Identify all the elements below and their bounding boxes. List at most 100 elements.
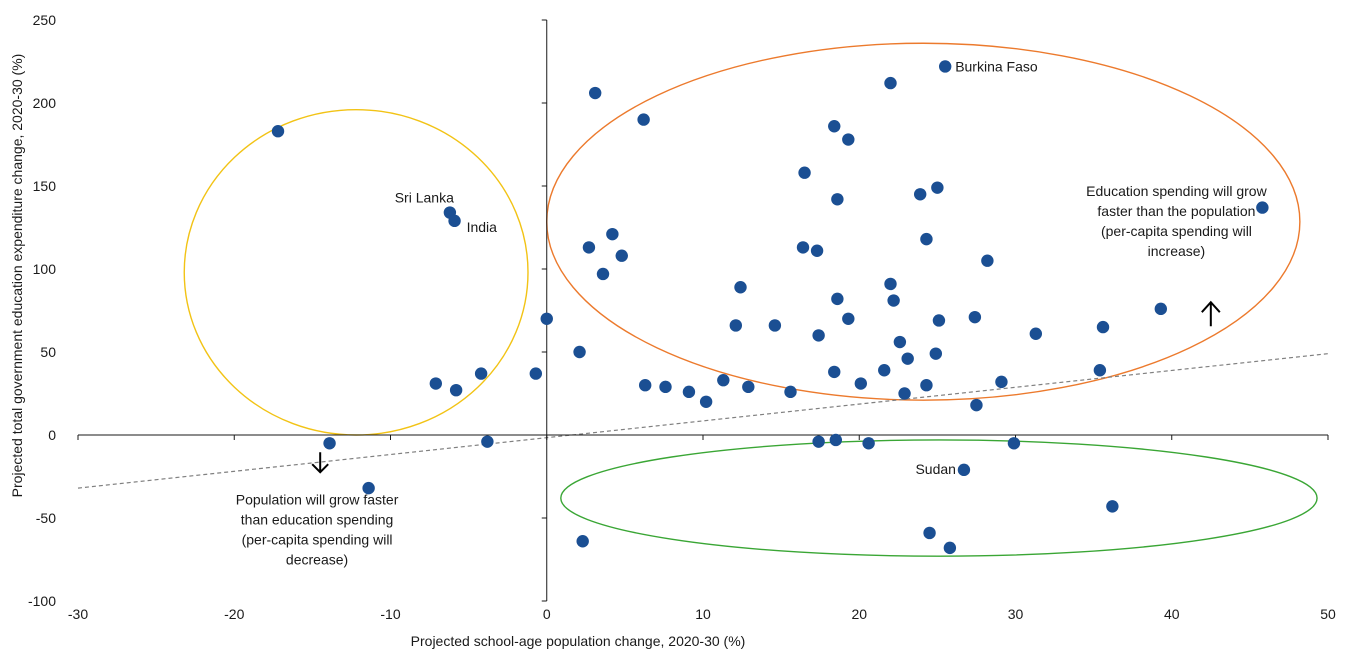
trendline (77, 353, 1329, 489)
data-points (271, 60, 1269, 555)
data-point (957, 463, 971, 477)
data-point (812, 329, 825, 342)
data-point (943, 541, 957, 555)
data-point (1093, 364, 1107, 377)
data-point (831, 292, 844, 306)
data-point (920, 379, 933, 392)
lower-annotation: Population will grow faster than educatio… (236, 492, 399, 568)
point-label: Burkina Faso (955, 58, 1038, 74)
data-point (842, 312, 855, 325)
data-point (831, 193, 844, 206)
data-point (887, 294, 900, 307)
data-point (588, 86, 602, 100)
data-point (854, 377, 868, 390)
data-point (323, 437, 336, 450)
axes (77, 19, 1329, 602)
x-tick-label: 30 (1008, 606, 1024, 622)
y-tick-label: 200 (33, 95, 57, 111)
upper-annotation: Education spending will grow faster than … (1086, 183, 1267, 259)
data-point (812, 435, 825, 448)
y-axis-title: Projected total government education exp… (9, 54, 25, 498)
data-point (529, 367, 543, 380)
upper-annotation-line: Education spending will grow (1086, 183, 1267, 199)
data-point (717, 374, 730, 387)
ellipses-layer (183, 42, 1318, 557)
y-tick-label: 100 (33, 261, 57, 277)
data-point (540, 312, 553, 325)
x-tick-label: 0 (543, 606, 551, 622)
data-point (828, 120, 841, 133)
data-point (474, 367, 488, 380)
up-arrow-icon (1201, 300, 1221, 327)
data-point (898, 387, 911, 400)
data-point (699, 395, 713, 408)
x-tick-label: -20 (224, 606, 244, 622)
x-tick-label: 40 (1164, 606, 1180, 622)
lower-annotation-line: decrease) (286, 552, 348, 568)
y-tick-label: 250 (33, 12, 57, 28)
data-point (920, 232, 933, 246)
data-point (596, 267, 610, 281)
data-point (878, 364, 891, 377)
lower-annotation-line: than education spending (241, 512, 394, 528)
data-point (968, 310, 982, 324)
data-point (932, 314, 946, 327)
data-point (970, 398, 983, 412)
data-point (995, 375, 1008, 389)
data-point (884, 76, 897, 90)
upper-annotation-line: faster than the population (1097, 203, 1255, 219)
orange-ellipse (546, 42, 1301, 401)
data-point (606, 227, 619, 241)
point-labels: Sri Lanka India Burkina Faso Sudan (395, 58, 1038, 476)
x-tick-label: 10 (695, 606, 711, 622)
data-point (768, 319, 782, 332)
x-axis-title: Projected school-age population change, … (411, 633, 746, 649)
data-point (481, 435, 494, 448)
y-tick-label: 150 (33, 178, 57, 194)
x-tick-label: -10 (380, 606, 400, 622)
data-point (1106, 500, 1119, 513)
data-point (448, 214, 461, 228)
data-point (429, 377, 443, 390)
data-point (742, 380, 755, 394)
y-tick-label: 50 (40, 344, 56, 360)
data-point (923, 526, 936, 540)
data-point (638, 379, 652, 392)
data-point (1256, 201, 1269, 214)
x-tick-label: -30 (68, 606, 88, 622)
data-point (637, 113, 650, 126)
data-point (796, 241, 810, 254)
x-tick-label: 50 (1320, 606, 1336, 622)
data-point (901, 352, 914, 365)
data-point (271, 125, 285, 138)
data-point (829, 433, 843, 447)
data-point (659, 380, 672, 394)
data-point (1007, 437, 1021, 450)
data-point (893, 335, 907, 349)
x-tick-label: 20 (851, 606, 867, 622)
tick-labels: -30 -20 -10 0 10 20 30 40 50-100-500501001502002… (28, 12, 1336, 622)
green-ellipse (560, 439, 1318, 557)
lower-annotation-line: (per-capita spending will (242, 532, 393, 548)
data-point (729, 319, 743, 332)
data-point (981, 254, 994, 267)
data-point (1029, 327, 1043, 340)
data-point (362, 481, 375, 495)
data-point (576, 535, 589, 548)
upper-annotation-line: (per-capita spending will (1101, 223, 1252, 239)
data-point (573, 345, 586, 359)
data-point (784, 385, 797, 399)
data-point (862, 437, 875, 450)
upper-annotation-line: increase) (1148, 243, 1206, 259)
point-label: Sudan (915, 461, 955, 477)
data-point (682, 385, 696, 399)
data-point (1096, 320, 1110, 334)
annotations: Education spending will grow faster than … (236, 183, 1268, 568)
data-point (1154, 302, 1168, 316)
down-arrow-icon (311, 452, 329, 474)
data-point (810, 244, 824, 257)
point-label: Sri Lanka (395, 190, 454, 206)
y-tick-label: 0 (48, 427, 56, 443)
data-point (615, 249, 628, 262)
